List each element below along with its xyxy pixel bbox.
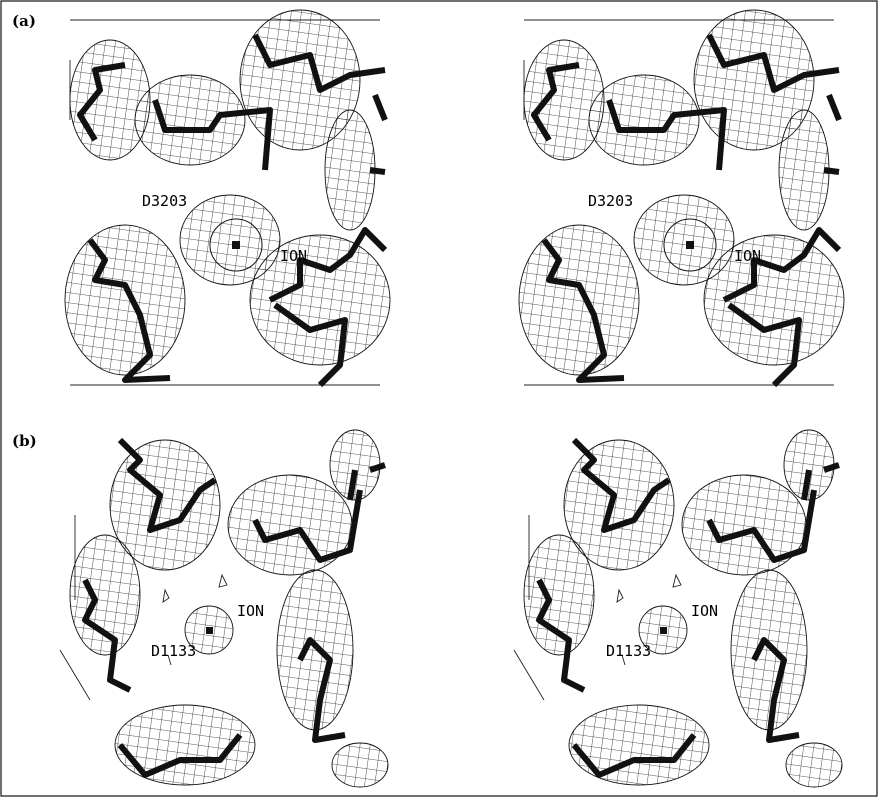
residue-label: D3203 (142, 192, 187, 210)
residue-label: D1133 (606, 642, 651, 660)
residue-label: D1133 (151, 642, 196, 660)
ion-label: ION (734, 247, 761, 265)
stereo-right (514, 430, 842, 787)
panel-label: (a) (12, 12, 36, 30)
stereo-left (60, 430, 388, 787)
stereo-left (65, 10, 390, 385)
ion-label: ION (691, 602, 718, 620)
ion-label: ION (237, 602, 264, 620)
panel-label: (b) (12, 432, 37, 450)
page: {"panels": [ {"label": "(a)", "views": [… (0, 0, 878, 797)
stereo-right (519, 10, 844, 385)
figure: (a) D3203 ION D3203 ION (b) ION D1133 IO… (0, 0, 878, 797)
ion-label: ION (280, 247, 307, 265)
residue-label: D3203 (588, 192, 633, 210)
